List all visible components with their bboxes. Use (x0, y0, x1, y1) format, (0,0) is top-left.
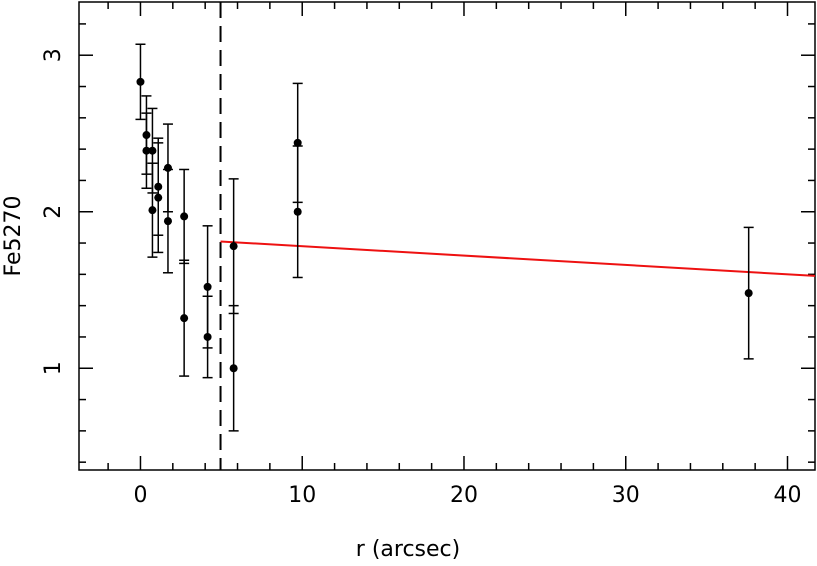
data-point (142, 146, 151, 155)
y-tick-label: 1 (41, 361, 66, 375)
y-tick-label: 3 (41, 48, 66, 62)
data-point (148, 146, 157, 155)
data-point (203, 282, 212, 291)
data-point (154, 193, 163, 202)
data-point (136, 77, 145, 86)
data-point (163, 217, 172, 226)
y-axis-label: Fe5270 (1, 196, 26, 277)
data-point (744, 289, 753, 298)
data-point (180, 314, 189, 323)
x-tick-label: 0 (133, 483, 147, 508)
data-point (293, 207, 302, 216)
plot-frame (78, 1, 816, 471)
x-tick-label: 10 (288, 483, 316, 508)
data-point (293, 138, 302, 147)
data-point (229, 242, 238, 251)
data-point (203, 332, 212, 341)
x-tick-label: 30 (612, 483, 640, 508)
data-point (180, 212, 189, 221)
x-tick-label: 20 (450, 483, 478, 508)
y-tick-label: 2 (41, 205, 66, 219)
fit-line (220, 240, 816, 277)
x-axis-label: r (arcsec) (356, 537, 460, 562)
data-point (148, 206, 157, 215)
data-point (229, 364, 238, 373)
x-tick-label: 40 (774, 483, 802, 508)
